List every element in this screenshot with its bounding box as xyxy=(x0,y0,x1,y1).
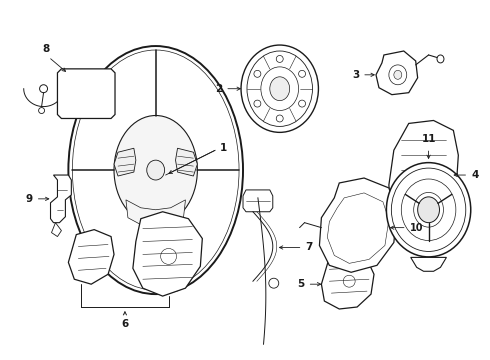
Text: 1: 1 xyxy=(220,143,227,153)
Ellipse shape xyxy=(387,163,471,257)
Polygon shape xyxy=(321,253,374,309)
Ellipse shape xyxy=(82,82,104,105)
Text: 5: 5 xyxy=(297,279,305,289)
Ellipse shape xyxy=(276,115,283,122)
Polygon shape xyxy=(376,51,417,95)
Polygon shape xyxy=(243,190,273,212)
Text: 3: 3 xyxy=(352,70,359,80)
Polygon shape xyxy=(126,200,185,227)
Text: 4: 4 xyxy=(471,170,479,180)
Polygon shape xyxy=(175,148,197,176)
Ellipse shape xyxy=(298,70,306,77)
Polygon shape xyxy=(69,230,114,284)
Ellipse shape xyxy=(114,116,197,225)
Text: 8: 8 xyxy=(42,44,49,54)
Ellipse shape xyxy=(147,160,165,180)
Polygon shape xyxy=(50,175,72,223)
Polygon shape xyxy=(133,212,202,296)
Ellipse shape xyxy=(254,70,261,77)
Text: 2: 2 xyxy=(215,84,222,94)
Ellipse shape xyxy=(269,278,279,288)
Ellipse shape xyxy=(241,45,318,132)
Polygon shape xyxy=(389,121,458,227)
Text: 6: 6 xyxy=(122,319,128,329)
Polygon shape xyxy=(57,69,115,118)
Ellipse shape xyxy=(40,85,48,93)
Polygon shape xyxy=(319,178,397,272)
Ellipse shape xyxy=(276,55,283,62)
Ellipse shape xyxy=(254,100,261,107)
Polygon shape xyxy=(114,148,136,176)
Text: 9: 9 xyxy=(25,194,33,204)
Ellipse shape xyxy=(69,46,243,294)
Polygon shape xyxy=(411,257,446,271)
Text: 10: 10 xyxy=(410,222,423,233)
Ellipse shape xyxy=(39,108,45,113)
Ellipse shape xyxy=(394,70,402,79)
Ellipse shape xyxy=(437,55,444,63)
Text: 11: 11 xyxy=(421,134,436,144)
Ellipse shape xyxy=(417,197,440,223)
Ellipse shape xyxy=(270,77,290,100)
Text: 7: 7 xyxy=(306,243,313,252)
Polygon shape xyxy=(51,223,61,237)
Ellipse shape xyxy=(298,100,306,107)
